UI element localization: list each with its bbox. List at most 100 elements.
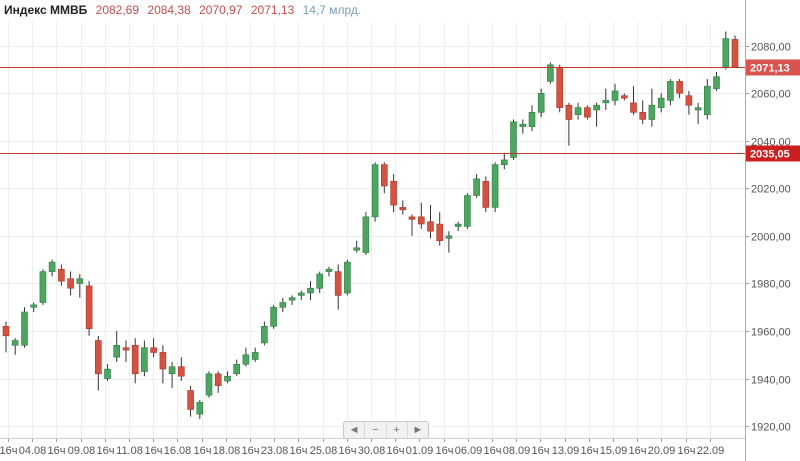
x-tick-label: 16ч	[629, 445, 647, 457]
x-tick-label: 16ч	[97, 445, 115, 457]
x-tick-label: 16ч	[290, 445, 308, 457]
candle-body	[436, 223, 444, 242]
candle-body	[67, 278, 74, 289]
candle-body	[2, 325, 10, 337]
y-tick-label: 2000,00	[751, 232, 791, 244]
x-tick-label: 18.08	[213, 445, 241, 457]
candle-body	[344, 261, 351, 294]
candle-body	[251, 352, 259, 360]
candle-body	[95, 340, 102, 375]
candle-body	[297, 292, 305, 296]
y-tick-label: 1960,00	[751, 327, 791, 339]
scroll-right-button[interactable]: ►	[412, 424, 424, 436]
x-tick-label: 16ч	[581, 445, 599, 457]
x-tick-label: 11.08	[116, 445, 143, 457]
candle-body	[685, 95, 693, 106]
candle-body	[196, 401, 204, 415]
x-tick-label: 16ч	[678, 445, 696, 457]
candle-body	[676, 81, 683, 94]
x-tick-label: 16ч	[48, 445, 66, 457]
candle-body	[150, 347, 157, 353]
open-value: 2082,69	[95, 3, 140, 17]
x-tick-label: 30.08	[358, 445, 386, 457]
candle-body	[528, 112, 536, 127]
price-line-label-bg	[746, 145, 800, 162]
candle-body	[205, 373, 213, 396]
x-tick-label: 09.08	[68, 445, 96, 457]
candle-body	[602, 100, 610, 104]
y-tick-label: 2080,00	[751, 42, 791, 54]
candle-body	[519, 123, 527, 127]
candle-body	[21, 311, 28, 346]
candle-body	[473, 178, 480, 196]
x-tick-label: 16ч	[0, 445, 17, 457]
chart-header: Индекс ММВБ 2082,69 2084,38 2070,97 2071…	[4, 3, 361, 17]
candle-body	[362, 216, 370, 253]
candle-body	[39, 271, 47, 303]
candle-body	[565, 104, 573, 120]
candle-body	[30, 304, 38, 308]
candle-body	[11, 340, 19, 346]
candle-body	[722, 38, 730, 68]
candle-body	[408, 216, 416, 220]
volume-value: 14,7 млрд.	[302, 3, 362, 17]
candle-body	[131, 344, 139, 375]
candle-body	[113, 344, 120, 358]
x-tick-label: 15.09	[600, 445, 628, 457]
candle-body	[85, 285, 93, 329]
chart-navigator: ◄ − + ►	[343, 421, 429, 439]
low-value: 2070,97	[199, 3, 243, 17]
zoom-out-button[interactable]: −	[365, 422, 387, 438]
candle-body	[620, 95, 628, 99]
candle-body	[316, 273, 324, 289]
x-tick-label: 22.09	[697, 445, 725, 457]
candle-body	[657, 97, 665, 108]
scroll-left-button[interactable]: ◄	[344, 422, 366, 438]
close-value: 2071,13	[250, 3, 295, 17]
candle-body	[307, 287, 314, 294]
x-tick-label: 08.09	[503, 445, 531, 457]
x-tick-label: 16ч	[339, 445, 357, 457]
candle-body	[288, 297, 296, 301]
candle-body	[261, 325, 268, 344]
candle-body	[584, 107, 591, 118]
candle-body	[694, 107, 702, 111]
y-tick-label: 2020,00	[751, 184, 791, 196]
x-tick-label: 04.08	[19, 445, 47, 457]
candle-body	[574, 107, 582, 115]
x-tick-label: 23.08	[261, 445, 289, 457]
candle-body	[214, 373, 222, 386]
candle-body	[399, 207, 407, 211]
x-tick-label: 16.08	[164, 445, 192, 457]
price-line-label-bg	[746, 59, 800, 76]
candle-body	[703, 85, 711, 115]
candle-body	[141, 347, 148, 372]
candle-body	[48, 261, 56, 272]
candle-body	[417, 216, 425, 225]
candle-body	[482, 181, 490, 208]
x-tick-label: 01.09	[406, 445, 434, 457]
candle-body	[464, 195, 471, 227]
candle-body	[122, 347, 130, 351]
candle-body	[713, 76, 720, 89]
candle-body	[500, 159, 508, 165]
x-tick-label: 16ч	[145, 445, 163, 457]
high-value: 2084,38	[147, 3, 191, 17]
candle-body	[187, 390, 194, 410]
candle-body	[353, 247, 361, 251]
candle-body	[639, 112, 647, 120]
candle-body	[224, 375, 231, 382]
candle-body	[279, 302, 287, 308]
candle-body	[58, 268, 65, 282]
x-tick-label: 16ч	[436, 445, 454, 457]
candle-body	[270, 306, 277, 327]
zoom-in-button[interactable]: +	[387, 422, 408, 438]
candle-body	[390, 181, 397, 206]
candle-body	[233, 363, 240, 375]
x-tick-label: 16ч	[532, 445, 550, 457]
x-tick-label: 20.09	[648, 445, 676, 457]
candle-body	[380, 164, 388, 187]
candle-body	[611, 90, 619, 101]
candle-body	[630, 102, 637, 113]
